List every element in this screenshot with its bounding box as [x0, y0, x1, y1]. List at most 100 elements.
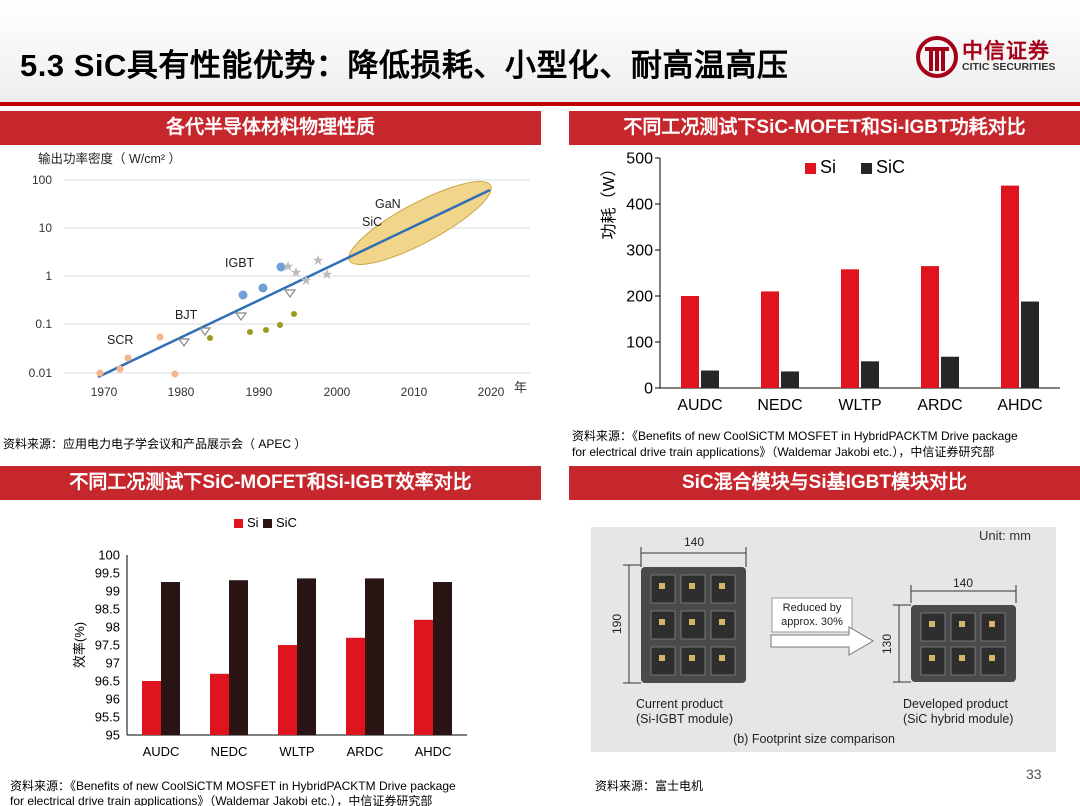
- reduced-callout: [771, 597, 853, 633]
- label-gan: GaN: [375, 197, 401, 211]
- materials-xtick: 2000: [324, 385, 351, 399]
- efficiency-ytick-label: 100: [98, 548, 120, 563]
- efficiency-bar-si-ardc: [346, 637, 365, 735]
- efficiency-bar-sic-wltp: [297, 578, 316, 735]
- materials-xtick: 2010: [401, 385, 428, 399]
- mosfet-point: [291, 311, 297, 317]
- efficiency-ytick-label: 97: [106, 656, 120, 671]
- loss-legend-swatch-si: [805, 163, 816, 174]
- efficiency-xtick-label: ARDC: [347, 744, 384, 759]
- label-scr: SCR: [107, 333, 133, 347]
- efficiency-bar-si-ahdc: [414, 619, 433, 735]
- materials-source: 资料来源：应用电力电子学会议和产品展示会（ APEC ）: [3, 437, 307, 451]
- efficiency-source-line1: 资料来源：《Benefits of new CoolSiCTM MOSFET i…: [10, 779, 456, 793]
- module-comparison-figure: Unit: mm 140 190 Reduced by approx. 30% …: [591, 527, 1056, 752]
- current-width-label: 140: [684, 535, 704, 549]
- materials-xunit: 年: [514, 380, 527, 395]
- loss-ytick-label: 400: [626, 197, 653, 214]
- materials-ytick: 100: [32, 173, 52, 187]
- star-point: ★: [300, 272, 313, 288]
- unit-label: Unit: mm: [979, 528, 1031, 543]
- loss-ytick-label: 0: [644, 381, 653, 398]
- loss-bar-sic-ahdc: [1021, 301, 1039, 388]
- efficiency-ytick-label: 98.5: [95, 602, 120, 617]
- materials-xtick: 2020: [478, 385, 505, 399]
- label-bjt: BJT: [175, 308, 198, 322]
- efficiency-ytick-label: 98: [106, 620, 120, 635]
- efficiency-bar-sic-nedc: [229, 580, 248, 735]
- materials-ylabel: 输出功率密度（ W/cm² ）: [38, 151, 181, 166]
- loss-ytick-label: 300: [626, 243, 653, 260]
- loss-legend-label-sic: SiC: [876, 157, 905, 177]
- loss-bar-si-wltp: [841, 269, 859, 388]
- materials-ytick: 1: [45, 269, 52, 283]
- panel-title-module: SiC混合模块与Si基IGBT模块对比: [569, 466, 1080, 500]
- materials-xtick: 1980: [168, 385, 195, 399]
- mosfet-point: [263, 327, 269, 333]
- developed-product-label-1: Developed product: [903, 697, 1008, 711]
- loss-xtick-label: ARDC: [917, 397, 962, 414]
- header-bar: [0, 0, 1080, 102]
- loss-bar-si-ardc: [921, 266, 939, 388]
- loss-ytick-label: 100: [626, 335, 653, 352]
- citic-logo-icon: [916, 36, 958, 78]
- scr-point: [156, 333, 164, 341]
- loss-xtick-label: AUDC: [677, 397, 722, 414]
- citic-logo: 中信证券 CITIC SECURITIES: [916, 34, 1066, 80]
- label-sic: SiC: [362, 215, 382, 229]
- scr-point: [96, 369, 104, 377]
- label-igbt: IGBT: [225, 256, 255, 270]
- igbt-point: [238, 290, 248, 300]
- loss-bar-sic-wltp: [861, 361, 879, 388]
- efficiency-ytick-label: 96.5: [95, 674, 120, 689]
- current-product-label-1: Current product: [636, 697, 723, 711]
- igbt-point: [258, 283, 268, 293]
- developed-height-label: 130: [880, 634, 894, 654]
- mosfet-point: [277, 322, 283, 328]
- star-point: ★: [282, 258, 295, 274]
- efficiency-source-line2: for electrical drive train applications》…: [10, 794, 433, 806]
- loss-xtick-label: NEDC: [757, 397, 802, 414]
- arrow-icon: [770, 626, 874, 656]
- star-point: ★: [321, 266, 334, 282]
- figure-caption: (b) Footprint size comparison: [733, 732, 895, 746]
- efficiency-ytick-label: 99: [106, 584, 120, 599]
- efficiency-bar-si-nedc: [210, 673, 229, 735]
- developed-product-label-2: (SiC hybrid module): [903, 712, 1013, 726]
- efficiency-xtick-label: NEDC: [211, 744, 248, 759]
- reduced-text-1: Reduced by: [783, 602, 842, 614]
- page-number: 33: [1026, 766, 1042, 782]
- loss-xtick-label: WLTP: [838, 397, 881, 414]
- loss-ylabel: 功耗（W）: [600, 160, 618, 239]
- scr-point: [116, 365, 124, 373]
- loss-source-line1: 资料来源：《Benefits of new CoolSiCTM MOSFET i…: [572, 429, 1018, 443]
- efficiency-bar-sic-ahdc: [433, 582, 452, 735]
- materials-ytick: 0.1: [35, 317, 52, 331]
- module-source: 资料来源：富士电机: [595, 779, 704, 793]
- loss-chart: 0 100 200 300 400 500 AUDC NEDC WLTP ARDC AHDC 功耗（W…: [600, 151, 1060, 414]
- current-height-label: 190: [610, 614, 624, 634]
- mosfet-point: [247, 329, 253, 335]
- developed-width-label: 140: [953, 576, 973, 590]
- efficiency-bar-sic-ardc: [365, 578, 384, 735]
- scr-point: [171, 370, 179, 378]
- materials-chart: 输出功率密度（ W/cm² ） 100 10 1 0.1 0.01 1970 1…: [29, 151, 530, 399]
- efficiency-bar-si-audc: [142, 681, 161, 735]
- efficiency-ytick-label: 95.5: [95, 710, 120, 725]
- panel-title-materials: 各代半导体材料物理性质: [0, 111, 541, 145]
- efficiency-xtick-label: AUDC: [143, 744, 180, 759]
- materials-ytick: 0.01: [29, 366, 53, 380]
- efficiency-legend-label-si: Si: [247, 515, 259, 530]
- scr-point: [124, 354, 132, 362]
- panel-title-efficiency: 不同工况测试下SiC-MOFET和Si-IGBT效率对比: [0, 466, 541, 500]
- page-title: 5.3 SiC具有性能优势：降低损耗、小型化、耐高温高压: [20, 48, 789, 83]
- loss-bar-sic-audc: [701, 370, 719, 388]
- logo-text-en: CITIC SECURITIES: [962, 61, 1056, 73]
- efficiency-legend-swatch-sic: [263, 519, 272, 528]
- bjt-point: [234, 312, 248, 322]
- efficiency-bar-sic-audc: [161, 582, 180, 735]
- logo-text-cn: 中信证券: [962, 38, 1050, 63]
- loss-legend-swatch-sic: [861, 163, 872, 174]
- panel-title-loss: 不同工况测试下SiC-MOFET和Si-IGBT功耗对比: [569, 111, 1080, 145]
- materials-xtick: 1970: [91, 385, 118, 399]
